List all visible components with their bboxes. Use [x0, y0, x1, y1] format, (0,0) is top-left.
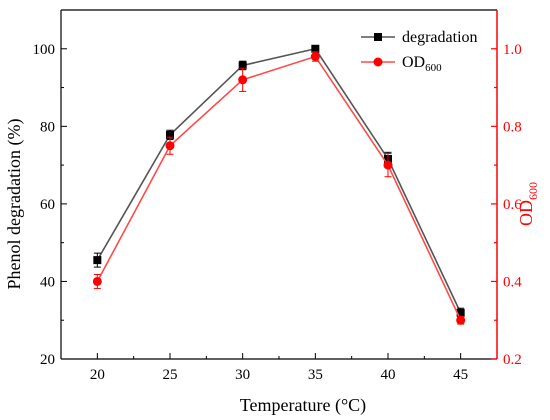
x-tick-label: 25	[163, 367, 178, 383]
y-left-tick-label: 40	[40, 274, 55, 290]
x-axis-title: Temperature (°C)	[240, 395, 366, 416]
data-point-od600	[92, 276, 102, 286]
data-point-od600	[165, 141, 175, 151]
series-line-od600	[96, 55, 462, 321]
data-point-degradation	[166, 130, 174, 139]
y-axis-right: 0.2 0.4 0.6 0.8 1.0	[491, 42, 522, 368]
y-axis-right-title: OD600	[516, 182, 540, 226]
data-point-degradation	[238, 61, 247, 70]
x-tick-label: 45	[453, 367, 468, 383]
data-point-od600	[238, 75, 248, 85]
series-degradation	[93, 44, 465, 319]
legend-label-od600-main: OD	[402, 54, 425, 71]
y-right-tick-label: 1.0	[503, 42, 522, 58]
y-right-tick-label: 0.8	[503, 119, 522, 135]
y-right-tick-label: 0.2	[503, 352, 522, 368]
y-right-tick-label: 0.4	[503, 274, 522, 290]
x-tick-label: 35	[308, 367, 323, 383]
y-left-tick-label: 80	[40, 119, 55, 135]
y-left-tick-label: 100	[33, 42, 56, 58]
data-point-degradation	[456, 308, 465, 317]
data-point-od600	[383, 160, 393, 170]
y-axis-right-title-sub: 600	[526, 182, 540, 200]
x-axis: 20 25 30 35 40 45	[90, 353, 468, 383]
data-point-od600	[310, 52, 320, 62]
data-point-od600	[456, 315, 466, 325]
series-layer	[92, 44, 466, 325]
y-left-tick-label: 20	[40, 352, 55, 368]
y-axis-right-title-main: OD	[516, 200, 536, 226]
y-right-tick-label: 0.6	[503, 197, 522, 213]
series-od600	[92, 51, 466, 325]
legend-label-od600: OD600	[402, 54, 442, 74]
data-point-degradation	[93, 256, 102, 265]
legend-label-degradation: degradation	[402, 29, 478, 46]
x-tick-label: 30	[235, 367, 250, 383]
legend-marker-degradation	[374, 33, 382, 41]
x-tick-label: 20	[90, 367, 105, 383]
y-axis-left: 20 40 60 80 100	[33, 42, 67, 368]
x-tick-label: 40	[381, 367, 396, 383]
data-point-degradation	[311, 44, 320, 53]
y-left-tick-label: 60	[40, 197, 55, 213]
legend: degradation OD600	[361, 29, 478, 74]
legend-label-od600-sub: 600	[425, 62, 442, 74]
legend-marker-od600	[373, 57, 383, 67]
y-axis-left-title: Phenol degradation (%)	[4, 119, 25, 290]
series-line-degradation	[96, 47, 462, 314]
